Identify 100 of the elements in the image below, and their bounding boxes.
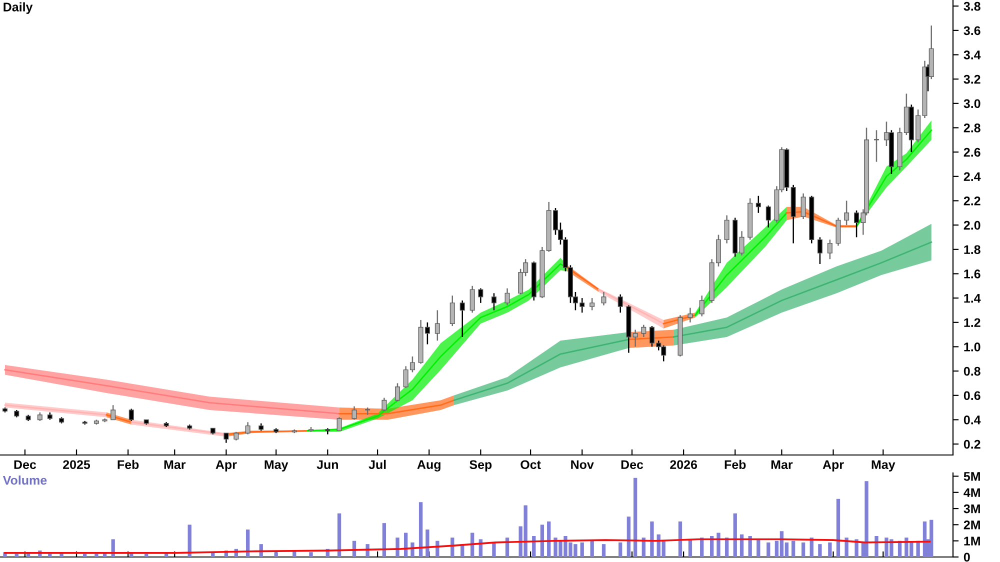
x-tick-label: Apr xyxy=(822,460,844,472)
y-tick-label: 3.6 xyxy=(964,26,980,36)
y-tick-label: 0.6 xyxy=(964,391,980,400)
candlestick xyxy=(827,239,832,260)
x-tick-label: Aug xyxy=(417,460,440,472)
y-tick-label: 2.0 xyxy=(964,220,980,230)
bar xyxy=(426,530,430,557)
y-tick-label: 3.2 xyxy=(964,74,980,84)
bar xyxy=(766,542,770,557)
y-tick-label: 1.6 xyxy=(964,270,980,278)
y-tick-label: 1.4 xyxy=(964,294,981,303)
bar xyxy=(626,516,631,557)
candlestick xyxy=(601,291,606,306)
candlestick xyxy=(817,236,822,265)
candlestick xyxy=(245,422,250,435)
y-tick-label: 2.6 xyxy=(964,148,980,157)
y-tick-label: 2M xyxy=(964,520,980,530)
bar xyxy=(854,539,858,557)
x-tick-label: 2026 xyxy=(670,460,698,470)
x-tick-label: Apr xyxy=(216,460,237,472)
bar xyxy=(540,524,544,557)
y-tick-label: 3.0 xyxy=(964,99,980,108)
candlestick xyxy=(325,428,330,435)
y-tick-label: 0.2 xyxy=(964,440,980,449)
bar xyxy=(634,478,638,557)
candlestick xyxy=(352,406,357,420)
bar xyxy=(864,481,868,557)
candlestick xyxy=(470,285,475,314)
y-tick-label: 3.8 xyxy=(964,2,980,11)
candlestick xyxy=(128,408,134,422)
bar xyxy=(828,542,832,557)
x-tick-label: May xyxy=(872,460,896,472)
candlestick xyxy=(491,292,496,311)
bar xyxy=(602,544,606,557)
bar xyxy=(492,542,496,557)
candlestick xyxy=(766,204,771,228)
x-tick-label: Nov xyxy=(571,460,594,470)
bar xyxy=(418,502,423,557)
x-tick-label: Mar xyxy=(164,460,186,470)
candlestick xyxy=(641,324,646,338)
candlestick xyxy=(724,214,730,244)
y-tick-label: 1.2 xyxy=(964,318,980,327)
bar xyxy=(94,554,98,557)
candlestick xyxy=(836,217,841,246)
x-tick-label: Oct xyxy=(520,460,541,470)
candlestick xyxy=(504,288,510,306)
line-series xyxy=(4,538,931,554)
candlestick xyxy=(739,230,744,256)
bar xyxy=(382,523,386,557)
candlestick xyxy=(336,416,342,432)
candlestick xyxy=(460,300,465,338)
bar xyxy=(874,536,878,557)
candlestick xyxy=(110,404,116,420)
x-tick-label: 2025 xyxy=(63,460,90,470)
bar xyxy=(836,498,840,557)
candlestick xyxy=(590,297,595,311)
y-tick-label: 2.2 xyxy=(964,196,980,206)
candlestick xyxy=(874,130,880,162)
bar xyxy=(678,521,682,557)
candlestick xyxy=(394,382,400,402)
y-tick-label: 2.4 xyxy=(964,172,981,181)
bar xyxy=(188,524,192,557)
candlestick xyxy=(224,432,229,444)
y-tick-label: 3M xyxy=(964,504,980,514)
bar xyxy=(580,542,584,557)
x-tick-label: Jun xyxy=(316,460,338,470)
candlestick xyxy=(756,195,761,214)
x-tick-label: Feb xyxy=(724,460,746,470)
bar xyxy=(309,552,313,557)
bar xyxy=(716,532,720,557)
candlestick xyxy=(699,295,704,317)
y-tick-label: 1.0 xyxy=(964,342,980,352)
y-tick-label: 0 xyxy=(964,552,970,562)
bar xyxy=(337,513,342,557)
bar xyxy=(818,544,822,557)
y-tick-label: 0.8 xyxy=(964,366,980,376)
bar xyxy=(650,521,654,557)
x-tick-label: Dec xyxy=(14,460,36,470)
y-tick-label: 1.8 xyxy=(964,245,980,254)
bar xyxy=(733,513,737,557)
bar xyxy=(792,540,796,557)
bar xyxy=(844,538,848,557)
y-tick-label: 0.4 xyxy=(964,416,981,424)
bar xyxy=(618,542,622,557)
y-tick-label: 4M xyxy=(964,488,980,497)
chart-title: Volume xyxy=(2,476,47,485)
y-tick-label: 5M xyxy=(964,472,980,481)
bar xyxy=(756,539,760,557)
candlestick xyxy=(382,397,387,412)
x-tick-label: Sep xyxy=(470,460,492,472)
y-tick-label: 3.4 xyxy=(964,50,981,60)
bar xyxy=(930,520,934,557)
x-tick-label: Feb xyxy=(118,460,139,470)
x-tick-label: May xyxy=(264,460,288,472)
chart-title: Daily xyxy=(4,2,33,14)
x-tick-label: Jul xyxy=(368,460,386,470)
bar xyxy=(916,540,920,557)
candlestick xyxy=(844,200,850,226)
x-tick-label: Mar xyxy=(771,460,793,470)
y-tick-label: 2.8 xyxy=(964,124,980,132)
